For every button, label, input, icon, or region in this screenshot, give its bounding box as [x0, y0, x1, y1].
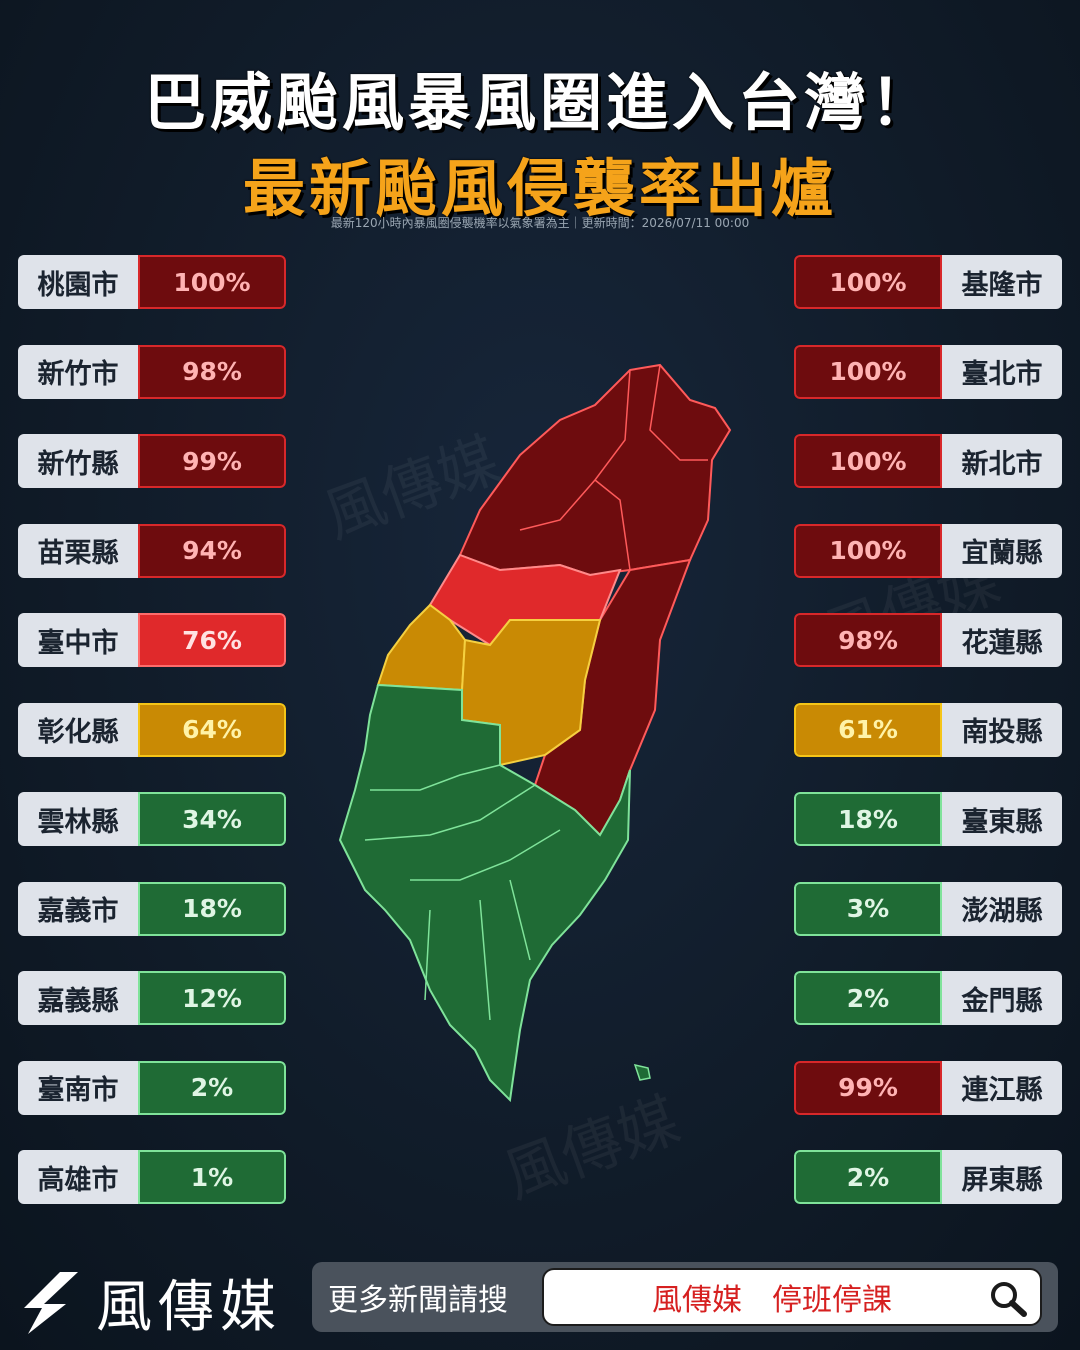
county-name: 高雄市 — [18, 1150, 138, 1204]
county-row: 臺北市 100% — [794, 344, 1062, 399]
map-island — [633, 1063, 651, 1081]
county-name: 嘉義縣 — [18, 971, 138, 1025]
county-row: 金門縣 2% — [794, 971, 1062, 1025]
taiwan-map — [338, 363, 732, 1103]
county-name: 桃園市 — [18, 255, 138, 309]
page-subtitle-title: 最新颱風侵襲率出爐 — [242, 152, 837, 225]
county-name: 宜蘭縣 — [942, 523, 1062, 578]
search-query-text: 風傳媒 停班停課 — [652, 1283, 892, 1318]
map-region-south — [338, 683, 631, 1103]
magnifier-icon[interactable] — [988, 1280, 1028, 1318]
county-name: 南投縣 — [942, 702, 1062, 757]
probability-value: 64% — [138, 702, 286, 757]
probability-value: 100% — [794, 255, 942, 309]
county-row: 桃園市 100% — [18, 255, 286, 309]
county-row: 屏東縣 2% — [794, 1150, 1062, 1204]
probability-value: 18% — [794, 792, 942, 846]
probability-value: 100% — [138, 255, 286, 309]
county-name: 金門縣 — [942, 971, 1062, 1025]
county-row: 基隆市 100% — [794, 255, 1062, 309]
county-name: 新竹市 — [18, 344, 138, 399]
page-title: 巴威颱風暴風圈進入台灣！ — [143, 66, 936, 139]
map-border-lines-north — [519, 364, 708, 571]
search-input[interactable]: 風傳媒 停班停課 — [542, 1268, 1042, 1326]
county-row: 新竹縣 99% — [18, 434, 286, 488]
county-name: 臺東縣 — [942, 792, 1062, 846]
county-row: 嘉義縣 12% — [18, 971, 286, 1025]
county-row: 彰化縣 64% — [18, 702, 286, 757]
county-name: 澎湖縣 — [942, 881, 1062, 936]
search-bar: 更多新聞請搜 風傳媒 停班停課 — [312, 1262, 1058, 1332]
probability-value: 99% — [138, 434, 286, 488]
probability-value: 3% — [794, 881, 942, 936]
search-label: 更多新聞請搜 — [328, 1283, 508, 1318]
county-row: 宜蘭縣 100% — [794, 523, 1062, 578]
probability-value: 1% — [138, 1150, 286, 1204]
probability-value: 94% — [138, 523, 286, 578]
county-row: 南投縣 61% — [794, 702, 1062, 757]
county-row: 臺東縣 18% — [794, 792, 1062, 846]
county-name: 苗栗縣 — [18, 523, 138, 578]
brand-logo[interactable]: 風傳媒 — [22, 1262, 282, 1343]
county-row: 連江縣 99% — [794, 1060, 1062, 1115]
probability-value: 76% — [138, 613, 286, 667]
county-row: 苗栗縣 94% — [18, 523, 286, 578]
county-name: 嘉義市 — [18, 881, 138, 936]
county-name: 基隆市 — [942, 255, 1062, 309]
county-row: 臺中市 76% — [18, 613, 286, 667]
county-row: 高雄市 1% — [18, 1150, 286, 1204]
probability-value: 34% — [138, 792, 286, 846]
probability-value: 98% — [138, 344, 286, 399]
probability-value: 61% — [794, 702, 942, 757]
county-row: 雲林縣 34% — [18, 792, 286, 846]
probability-value: 100% — [794, 523, 942, 578]
county-row: 新竹市 98% — [18, 344, 286, 399]
county-name: 花蓮縣 — [942, 613, 1062, 667]
probability-value: 98% — [794, 613, 942, 667]
county-name: 彰化縣 — [18, 702, 138, 757]
probability-value: 100% — [794, 344, 942, 399]
probability-value: 2% — [794, 971, 942, 1025]
county-name: 新竹縣 — [18, 434, 138, 488]
probability-value: 18% — [138, 881, 286, 936]
county-name: 臺南市 — [18, 1060, 138, 1115]
county-row: 澎湖縣 3% — [794, 881, 1062, 936]
county-row: 新北市 100% — [794, 434, 1062, 488]
county-name: 新北市 — [942, 434, 1062, 488]
probability-value: 12% — [138, 971, 286, 1025]
probability-value: 2% — [138, 1060, 286, 1115]
brand-name: 風傳媒 — [96, 1275, 282, 1340]
probability-value: 2% — [794, 1150, 942, 1204]
county-name: 臺中市 — [18, 613, 138, 667]
probability-value: 100% — [794, 434, 942, 488]
update-note: 最新120小時內暴風圈侵襲機率以氣象署為主｜更新時間：2026/07/11 00… — [330, 216, 750, 230]
probability-value: 99% — [794, 1060, 942, 1115]
brand-logo-icon — [24, 1271, 78, 1334]
county-name: 雲林縣 — [18, 792, 138, 846]
county-name: 臺北市 — [942, 344, 1062, 399]
map-border-lines — [364, 764, 561, 1021]
county-row: 臺南市 2% — [18, 1060, 286, 1115]
county-row: 嘉義市 18% — [18, 881, 286, 936]
county-name: 連江縣 — [942, 1060, 1062, 1115]
county-row: 花蓮縣 98% — [794, 613, 1062, 667]
county-name: 屏東縣 — [942, 1150, 1062, 1204]
map-region-north — [458, 363, 732, 577]
